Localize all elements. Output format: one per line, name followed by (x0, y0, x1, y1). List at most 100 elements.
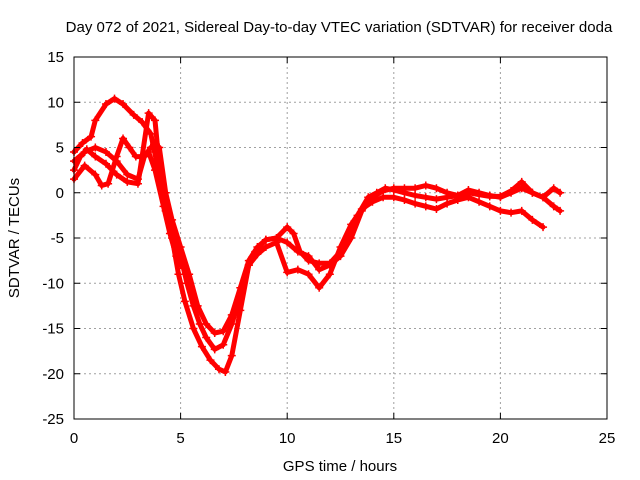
data-point-marker (283, 238, 292, 247)
data-point-marker (315, 283, 324, 292)
data-point-marker (133, 175, 142, 184)
data-point-marker (400, 195, 409, 204)
chart-title: Day 072 of 2021, Sidereal Day-to-day VTE… (66, 19, 613, 36)
data-point-marker (411, 199, 420, 208)
data-point-marker (104, 179, 113, 188)
data-point-marker (507, 208, 516, 217)
data-point-marker (210, 329, 219, 338)
data-point-marker (193, 301, 202, 310)
data-point-marker (261, 235, 270, 244)
data-point-marker (155, 143, 164, 152)
data-point-marker (174, 270, 183, 279)
data-point-marker (368, 193, 377, 202)
y-tick-label: 0 (56, 185, 64, 202)
y-tick-label: -15 (42, 321, 64, 338)
data-point-marker (421, 202, 430, 211)
series-track (71, 110, 546, 352)
data-point-marker (411, 191, 420, 200)
data-point-marker (421, 181, 430, 190)
data-point-marker (146, 143, 155, 152)
data-point-marker (528, 188, 537, 197)
data-point-marker (161, 188, 170, 197)
data-point-marker (176, 243, 185, 252)
data-point-marker (180, 297, 189, 306)
data-point-marker (91, 116, 100, 125)
data-point-marker (389, 193, 398, 202)
data-point-marker (485, 191, 494, 200)
data-point-marker (80, 148, 89, 157)
y-tick-label: -25 (42, 411, 64, 428)
data-point-marker (219, 327, 228, 336)
data-point-marker (144, 109, 153, 118)
data-point-marker (453, 191, 462, 200)
data-point-marker (214, 365, 223, 374)
data-point-marker (283, 223, 292, 232)
data-point-marker (325, 270, 334, 279)
data-point-marker (125, 143, 134, 152)
data-point-marker (101, 159, 110, 168)
data-point-marker (202, 319, 211, 328)
y-tick-label: -20 (42, 366, 64, 383)
data-point-marker (151, 166, 160, 175)
data-point-marker (475, 197, 484, 206)
data-point-marker (304, 270, 313, 279)
data-point-marker (443, 188, 452, 197)
series-track-4 (70, 134, 185, 270)
data-point-marker (304, 252, 313, 261)
y-axis-label: SDTVAR / TECUs (6, 178, 23, 298)
data-point-marker (517, 206, 526, 215)
data-point-marker (507, 188, 516, 197)
data-point-marker (357, 206, 366, 215)
data-point-marker (197, 342, 206, 351)
data-point-marker (496, 206, 505, 215)
data-point-marker (202, 333, 211, 342)
x-tick-label: 25 (599, 430, 616, 447)
data-point-marker (110, 94, 119, 103)
data-point-marker (261, 243, 270, 252)
data-point-marker (556, 188, 565, 197)
y-tick-label: -10 (42, 275, 64, 292)
data-point-marker (528, 215, 537, 224)
data-point-marker (144, 148, 153, 157)
data-point-marker (539, 193, 548, 202)
data-points (70, 94, 565, 376)
data-point-marker (432, 195, 441, 204)
x-tick-label: 10 (279, 430, 296, 447)
data-point-marker (87, 132, 96, 141)
data-point-marker (78, 138, 87, 147)
data-point-marker (315, 265, 324, 274)
x-tick-label: 0 (70, 430, 78, 447)
data-point-marker (101, 100, 110, 109)
data-point-marker (146, 129, 155, 138)
data-point-marker (219, 340, 228, 349)
data-point-marker (289, 229, 298, 238)
y-tick-label: 5 (56, 140, 64, 157)
data-point-marker (189, 324, 198, 333)
data-point-marker (97, 181, 106, 190)
data-point-marker (400, 184, 409, 193)
data-point-marker (389, 184, 398, 193)
data-point-marker (131, 152, 140, 161)
data-point-marker (283, 268, 292, 277)
series-track (71, 135, 184, 268)
data-point-marker (347, 234, 356, 242)
data-point-marker (119, 100, 128, 109)
data-point-marker (112, 170, 121, 179)
data-point-marker (432, 205, 441, 214)
data-point-marker (91, 170, 100, 179)
data-point-marker (432, 184, 441, 193)
data-point-marker (176, 261, 185, 270)
y-tick-label: 10 (47, 94, 64, 111)
data-point-marker (119, 134, 128, 143)
y-tick-label: 15 (47, 49, 64, 66)
data-point-marker (421, 193, 430, 202)
data-point-marker (475, 188, 484, 197)
data-point-marker (293, 247, 302, 256)
data-point-marker (210, 345, 219, 354)
data-point-marker (556, 206, 565, 215)
series-track-3 (70, 143, 565, 338)
data-point-marker (172, 252, 181, 261)
data-point-marker (549, 202, 558, 211)
